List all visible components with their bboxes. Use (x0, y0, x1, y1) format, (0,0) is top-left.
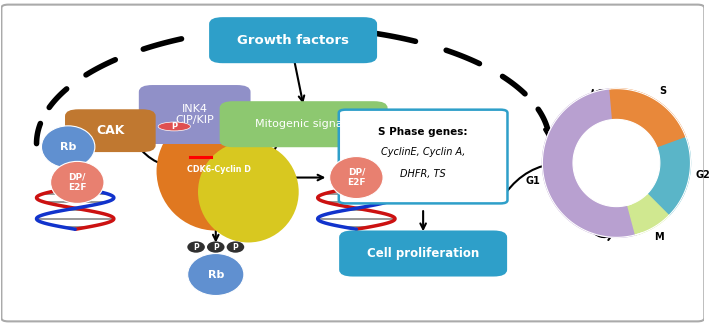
Text: M: M (654, 232, 664, 242)
Text: DP/
E2F: DP/ E2F (68, 173, 87, 192)
Polygon shape (628, 194, 669, 235)
Text: P: P (213, 243, 219, 252)
Text: DHFR, TS: DHFR, TS (400, 169, 446, 179)
Text: CAK: CAK (96, 124, 125, 137)
Text: P: P (172, 122, 177, 131)
Text: P: P (233, 243, 239, 252)
Ellipse shape (207, 241, 224, 253)
Text: Growth factors: Growth factors (237, 34, 349, 47)
FancyBboxPatch shape (340, 231, 506, 275)
Ellipse shape (41, 126, 95, 168)
Text: Cell proliferation: Cell proliferation (367, 247, 479, 260)
Ellipse shape (198, 141, 299, 243)
FancyBboxPatch shape (66, 110, 155, 151)
Polygon shape (610, 89, 686, 148)
Text: Rb: Rb (208, 270, 224, 279)
Text: S: S (659, 86, 666, 96)
Text: P: P (193, 243, 199, 252)
Text: G2: G2 (696, 170, 711, 180)
Ellipse shape (157, 111, 275, 230)
Text: Mitogenic signals: Mitogenic signals (256, 119, 352, 129)
Ellipse shape (330, 156, 383, 199)
FancyBboxPatch shape (1, 5, 704, 321)
Polygon shape (647, 138, 691, 215)
Text: G1: G1 (525, 176, 540, 186)
Ellipse shape (187, 241, 205, 253)
Ellipse shape (226, 241, 244, 253)
Text: Rb: Rb (60, 142, 76, 152)
Text: CyclinE, Cyclin A,: CyclinE, Cyclin A, (381, 147, 466, 157)
FancyBboxPatch shape (339, 110, 508, 203)
Polygon shape (543, 89, 642, 237)
Ellipse shape (573, 119, 660, 207)
Ellipse shape (188, 254, 244, 296)
FancyBboxPatch shape (140, 86, 249, 143)
Text: INK4
CIP/KIP: INK4 CIP/KIP (175, 104, 214, 125)
Text: S Phase genes:: S Phase genes: (378, 127, 468, 137)
Text: DP/
E2F: DP/ E2F (347, 168, 365, 187)
Ellipse shape (51, 161, 104, 203)
Text: CDK6-Cyclin D: CDK6-Cyclin D (187, 165, 251, 174)
FancyBboxPatch shape (221, 102, 387, 146)
Ellipse shape (158, 122, 191, 131)
FancyBboxPatch shape (210, 18, 376, 62)
